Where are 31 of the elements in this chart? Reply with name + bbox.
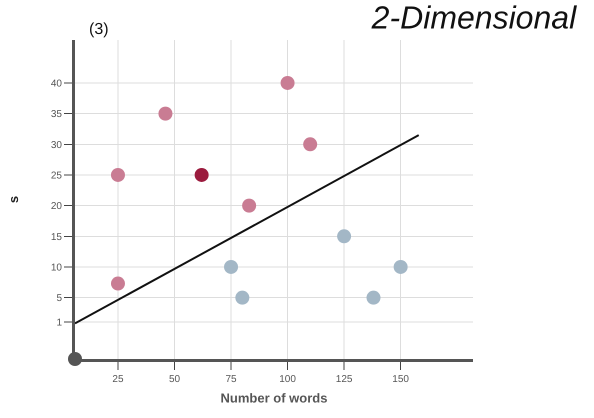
y-tick-label: 15: [50, 232, 62, 243]
y-tick-label: 25: [50, 170, 62, 182]
point: [110, 276, 125, 291]
point: [194, 168, 209, 182]
x-tick-label: 75: [225, 374, 238, 385]
y-tick-label: 1: [56, 318, 62, 329]
y-tick-label: 5: [56, 293, 62, 304]
x-tick-label: 150: [392, 374, 410, 385]
point: [280, 76, 295, 90]
point: [224, 260, 238, 274]
point: [242, 198, 256, 213]
y-tick-label: 10: [50, 262, 62, 274]
y-tick-label: 20: [50, 201, 62, 212]
y-tick-label: 40: [50, 78, 62, 90]
point: [303, 137, 318, 152]
text: (3): [89, 21, 109, 38]
y-tick-label: 30: [50, 140, 62, 151]
x-tick-label: 125: [336, 374, 353, 385]
point: [158, 106, 172, 121]
point: [337, 229, 352, 244]
y-axis-title: s: [6, 196, 21, 204]
x-tick-label: 50: [168, 374, 180, 385]
x-tick-label: 100: [279, 374, 296, 385]
x-tick-label: 25: [112, 374, 124, 385]
point: [366, 290, 380, 305]
x-axis-title: Number of words: [220, 390, 328, 406]
point: [235, 290, 250, 305]
point: [110, 168, 125, 182]
y-tick-label: 35: [50, 109, 62, 120]
chart-title: 2-Dimensional: [370, 0, 578, 36]
point: [394, 260, 408, 274]
